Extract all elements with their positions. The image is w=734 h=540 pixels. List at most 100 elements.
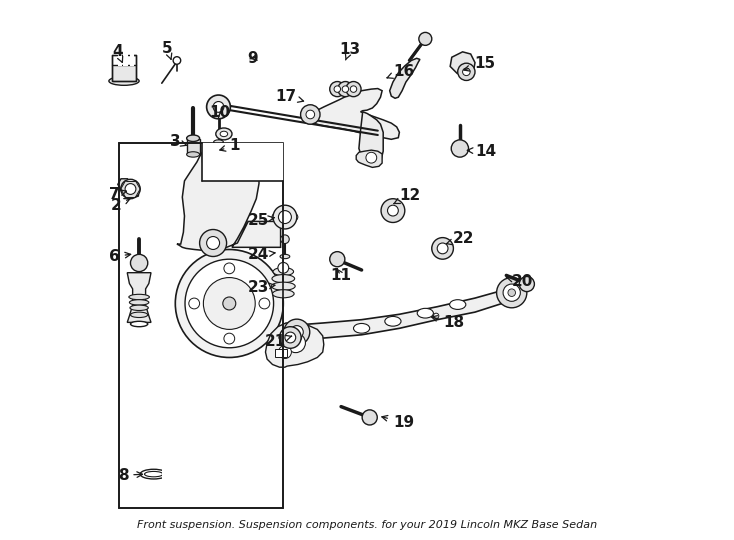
Circle shape	[330, 252, 345, 267]
Bar	[117, 54, 122, 66]
Circle shape	[273, 205, 297, 229]
Ellipse shape	[131, 321, 148, 327]
Ellipse shape	[354, 323, 370, 333]
Circle shape	[419, 32, 432, 45]
Circle shape	[208, 146, 223, 161]
Polygon shape	[177, 147, 280, 251]
Ellipse shape	[145, 471, 163, 477]
Polygon shape	[127, 273, 151, 322]
Circle shape	[224, 333, 235, 344]
Circle shape	[259, 298, 270, 309]
Text: 15: 15	[464, 56, 495, 71]
Circle shape	[462, 68, 470, 76]
Polygon shape	[359, 112, 383, 166]
Text: 23: 23	[247, 280, 275, 295]
Ellipse shape	[129, 300, 149, 305]
Bar	[275, 349, 287, 357]
Ellipse shape	[140, 469, 167, 479]
Circle shape	[125, 184, 136, 194]
Circle shape	[508, 289, 515, 296]
Text: 14: 14	[468, 144, 496, 159]
Ellipse shape	[273, 267, 294, 275]
Circle shape	[388, 205, 399, 216]
Polygon shape	[390, 58, 420, 98]
Text: 8: 8	[117, 468, 142, 483]
Ellipse shape	[129, 294, 150, 300]
Circle shape	[203, 278, 255, 329]
Bar	[161, 469, 168, 480]
Ellipse shape	[454, 146, 466, 151]
Circle shape	[206, 237, 219, 249]
Ellipse shape	[385, 316, 401, 326]
Polygon shape	[305, 89, 399, 139]
Bar	[119, 143, 283, 508]
Text: 20: 20	[506, 274, 533, 289]
Text: 16: 16	[387, 64, 414, 79]
Circle shape	[173, 57, 181, 64]
Text: 10: 10	[210, 105, 231, 120]
Circle shape	[189, 298, 200, 309]
Ellipse shape	[417, 308, 433, 318]
Circle shape	[338, 82, 353, 97]
Text: 25: 25	[247, 213, 275, 228]
Bar	[203, 143, 283, 181]
Ellipse shape	[272, 289, 294, 298]
Text: 9: 9	[247, 51, 258, 66]
Circle shape	[497, 278, 527, 308]
Circle shape	[381, 199, 404, 222]
Circle shape	[519, 276, 534, 292]
Circle shape	[350, 86, 357, 92]
Text: 5: 5	[162, 41, 172, 59]
Ellipse shape	[272, 274, 294, 283]
Text: 19: 19	[382, 415, 414, 430]
Text: 24: 24	[247, 247, 275, 262]
Circle shape	[503, 284, 520, 301]
Text: 3: 3	[170, 134, 186, 149]
Circle shape	[437, 243, 448, 254]
Polygon shape	[266, 323, 324, 367]
Bar	[186, 139, 200, 154]
Circle shape	[213, 102, 224, 112]
Circle shape	[280, 327, 301, 348]
Circle shape	[433, 313, 439, 319]
Circle shape	[330, 82, 345, 97]
Ellipse shape	[186, 135, 200, 141]
Circle shape	[366, 152, 377, 163]
Circle shape	[278, 211, 291, 224]
Circle shape	[432, 238, 454, 259]
Ellipse shape	[216, 128, 232, 140]
Circle shape	[284, 319, 310, 345]
Circle shape	[291, 326, 303, 339]
Text: Front suspension. Suspension components. for your 2019 Lincoln MKZ Base Sedan: Front suspension. Suspension components.…	[137, 520, 597, 530]
Circle shape	[285, 332, 296, 343]
Circle shape	[278, 346, 291, 359]
Bar	[123, 54, 128, 66]
Polygon shape	[450, 52, 475, 76]
Text: 12: 12	[394, 188, 421, 204]
Circle shape	[286, 333, 305, 353]
Text: 2: 2	[111, 198, 130, 213]
Circle shape	[334, 86, 341, 92]
Circle shape	[206, 95, 230, 119]
Bar	[112, 65, 136, 81]
Ellipse shape	[450, 300, 466, 309]
Circle shape	[362, 410, 377, 425]
Text: 22: 22	[446, 231, 474, 246]
Text: 21: 21	[265, 334, 291, 349]
Text: 13: 13	[339, 42, 360, 60]
Circle shape	[301, 105, 320, 124]
Circle shape	[451, 140, 468, 157]
Circle shape	[121, 179, 140, 199]
Text: 18: 18	[432, 315, 465, 330]
Text: 7: 7	[109, 187, 126, 202]
Circle shape	[458, 63, 475, 80]
Circle shape	[185, 259, 274, 348]
Polygon shape	[117, 179, 131, 190]
Circle shape	[223, 297, 236, 310]
Circle shape	[342, 86, 349, 92]
Circle shape	[200, 230, 227, 256]
Polygon shape	[296, 286, 513, 339]
Ellipse shape	[280, 254, 290, 259]
Circle shape	[131, 254, 148, 272]
Text: 17: 17	[276, 89, 304, 104]
